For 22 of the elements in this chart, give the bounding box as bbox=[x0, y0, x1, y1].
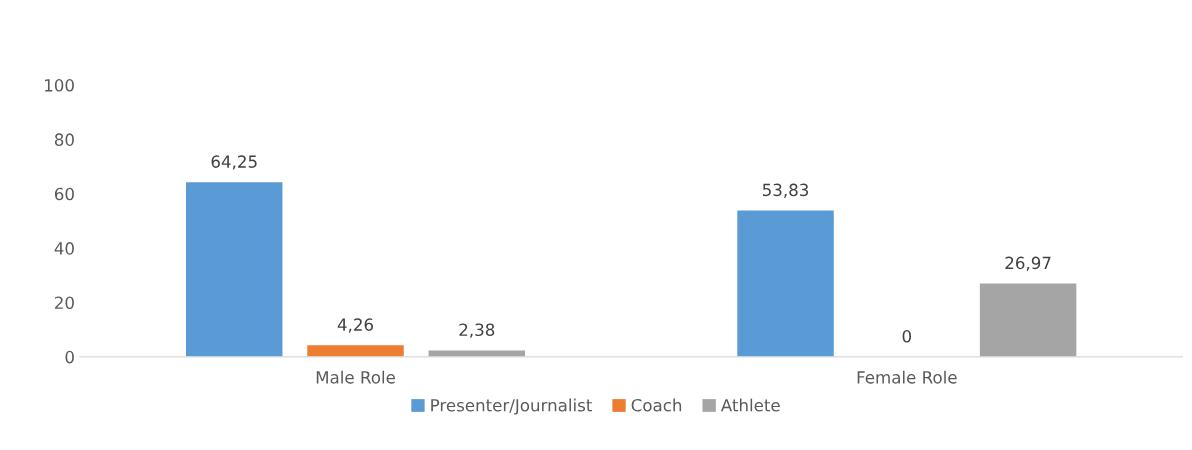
data-label: 53,83 bbox=[762, 183, 809, 198]
legend-label: Presenter/Journalist bbox=[431, 398, 592, 415]
data-label: 26,97 bbox=[1005, 256, 1051, 271]
y-tick-label: 80 bbox=[54, 133, 74, 146]
legend-label: Athlete bbox=[720, 398, 780, 412]
data-label: 4,26 bbox=[337, 318, 374, 333]
bar bbox=[428, 350, 526, 357]
legend-label: Coach bbox=[631, 398, 682, 412]
bar bbox=[737, 210, 834, 357]
y-tick-label: 0 bbox=[65, 350, 74, 364]
bar bbox=[979, 283, 1077, 357]
x-tick-label: Male Role bbox=[316, 370, 395, 384]
y-tick-label: 40 bbox=[54, 242, 74, 255]
data-label: 2,38 bbox=[459, 323, 495, 338]
y-tick-label: 100 bbox=[45, 79, 74, 92]
data-label: 64,25 bbox=[211, 155, 257, 170]
bar bbox=[307, 345, 404, 357]
y-tick-label: 60 bbox=[54, 187, 74, 201]
bar bbox=[185, 182, 283, 357]
x-tick-label: Female Role bbox=[857, 370, 957, 384]
y-tick-label: 20 bbox=[55, 296, 74, 310]
data-label: 0 bbox=[902, 329, 912, 343]
